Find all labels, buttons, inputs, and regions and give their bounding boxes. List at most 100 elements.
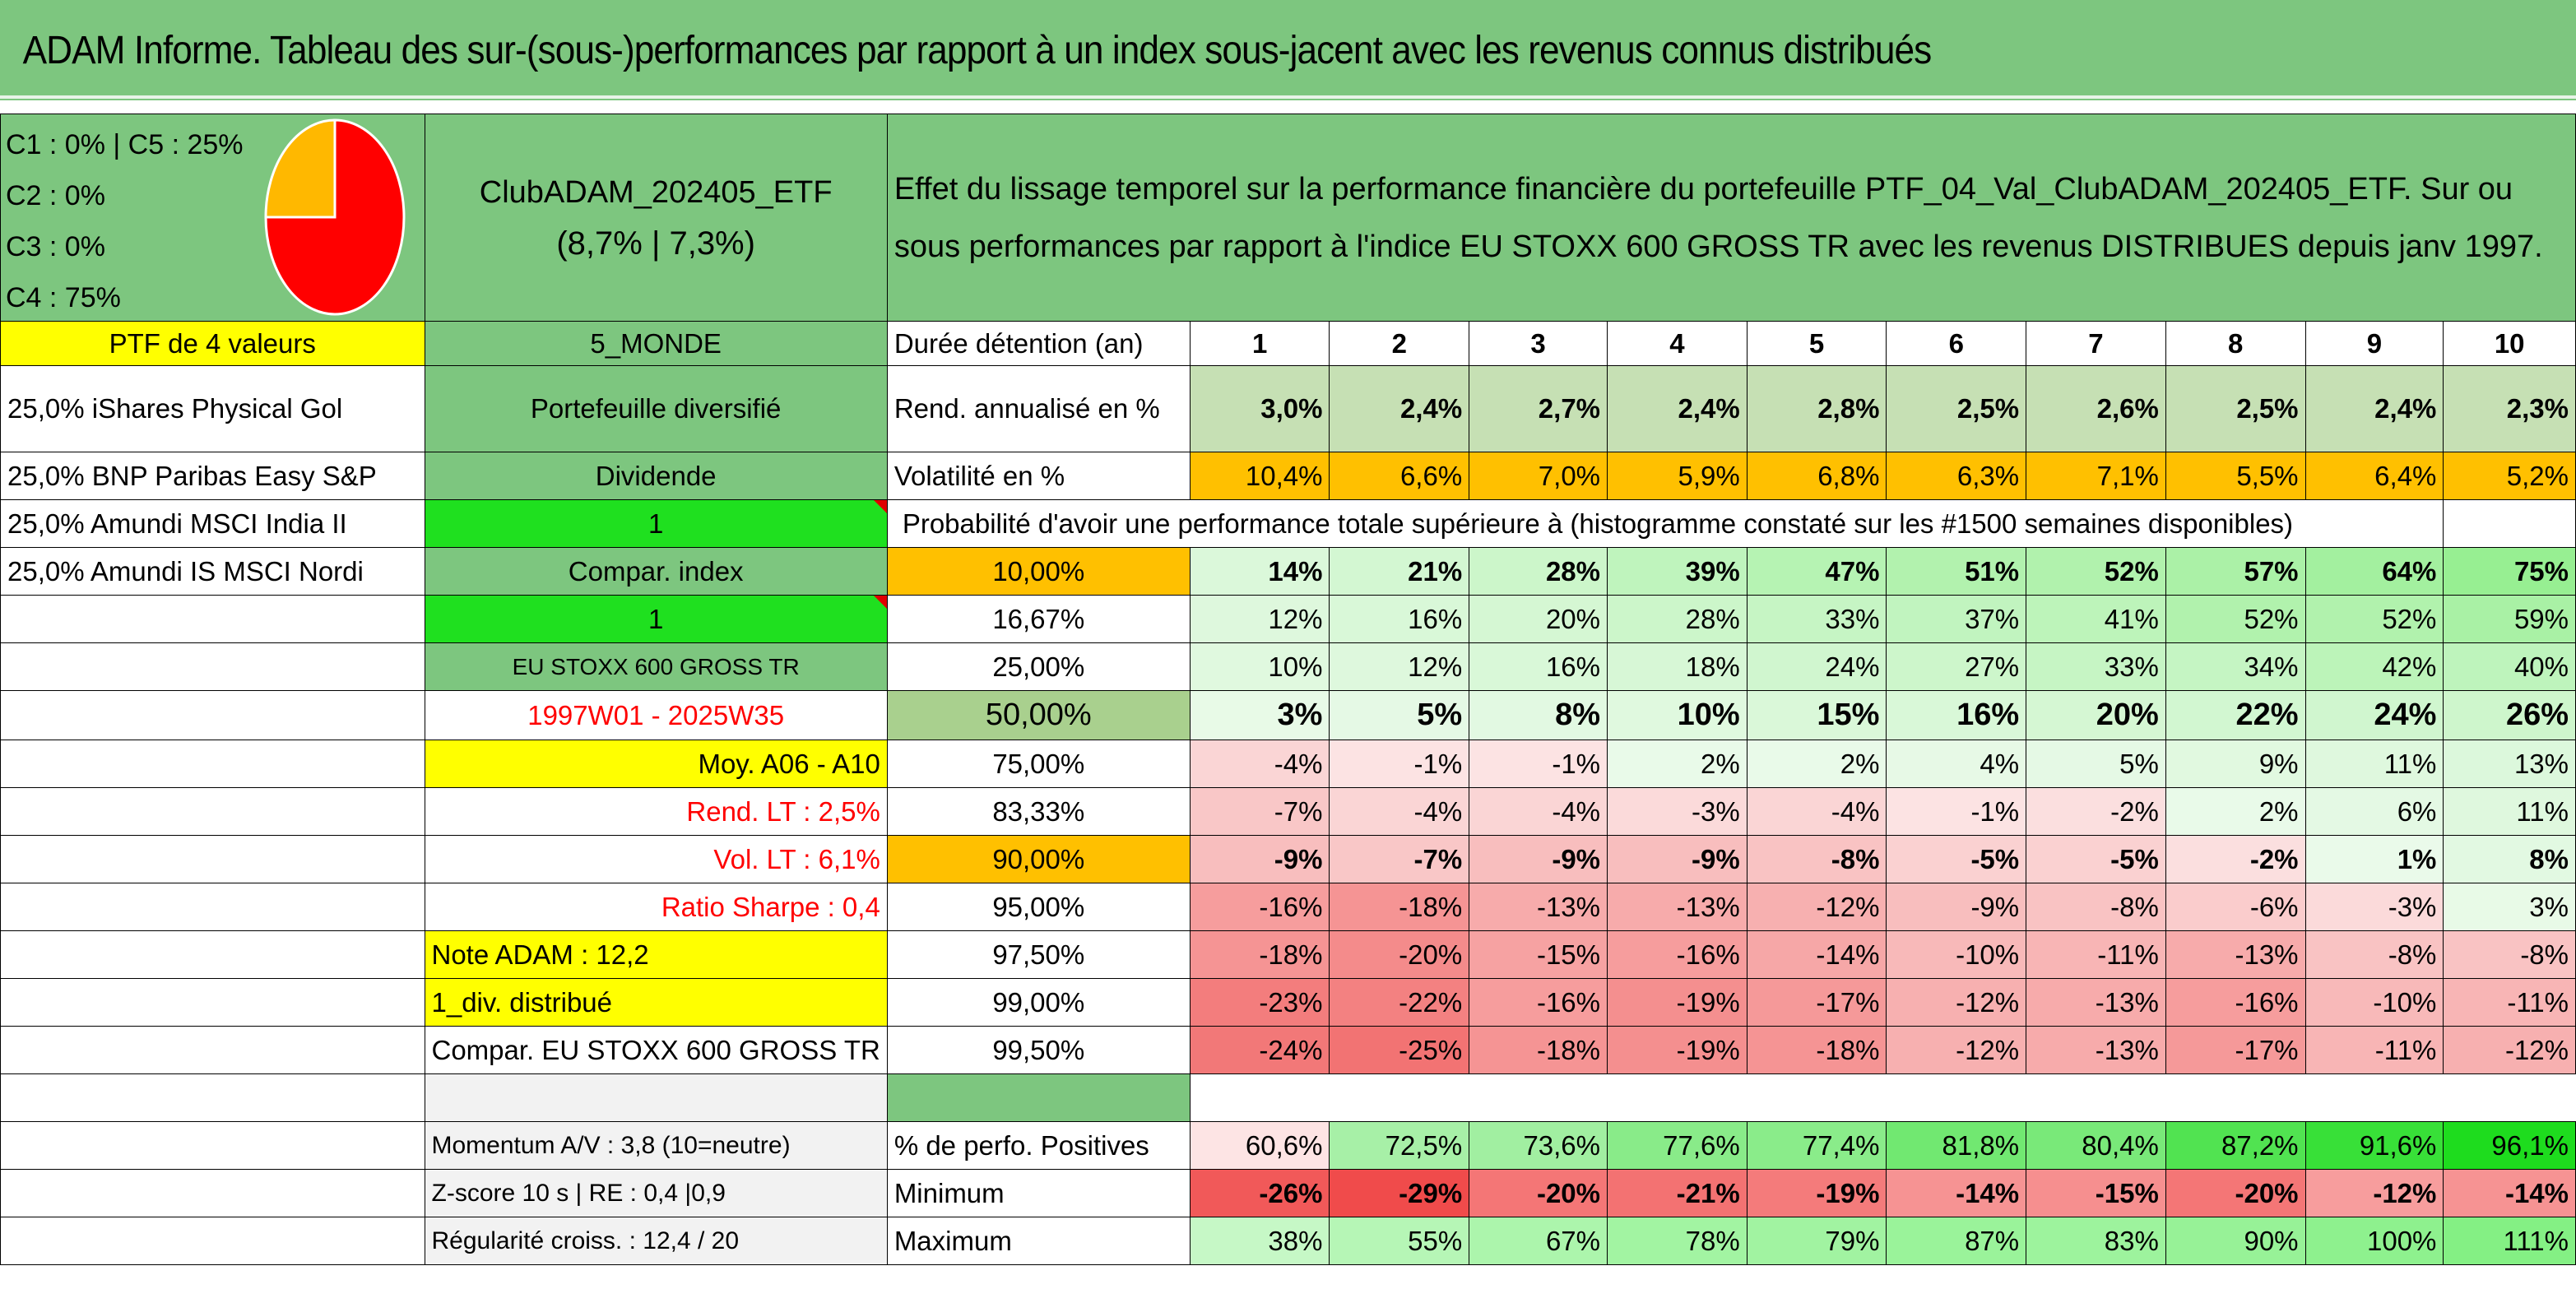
minimum-row-value: -29% (1329, 1169, 1470, 1217)
proba-value: 52% (2304, 595, 2444, 643)
left-empty (0, 883, 425, 931)
rend-lt: Rend. LT : 2,5% (424, 787, 888, 836)
proba-value: -22% (1329, 978, 1470, 1027)
left-empty (0, 978, 425, 1027)
proba-value: 4% (1886, 740, 2027, 788)
rend-2: 2,4% (1329, 365, 1470, 452)
proba-value: -9% (1189, 835, 1330, 883)
vol-3: 7,0% (1469, 452, 1608, 500)
left-empty (0, 642, 425, 691)
minimum-row-value: -14% (1886, 1169, 2027, 1217)
threshold-cell: 10,00% (886, 547, 1191, 596)
div-note: 1_div. distribué (424, 978, 888, 1027)
proba-value: -8% (2304, 930, 2444, 979)
maximum-row-value: 100% (2304, 1217, 2444, 1265)
proba-value: -3% (1607, 787, 1748, 836)
threshold-cell: 95,00% (886, 883, 1191, 931)
left-empty (0, 1121, 425, 1170)
vol-label: Volatilité en % (886, 452, 1191, 500)
maximum-row-value: 78% (1607, 1217, 1748, 1265)
proba-value: -17% (1746, 978, 1887, 1027)
proba-value: 21% (1329, 547, 1470, 596)
proba-value: 52% (2165, 595, 2306, 643)
rend-label: Rend. annualisé en % (886, 365, 1191, 452)
portfolio-description: Effet du lissage temporel sur la perform… (886, 114, 2576, 322)
option-one-a[interactable]: 1 (424, 499, 888, 548)
minimum-row-value: -12% (2304, 1169, 2444, 1217)
performance-table: C1 : 0% | C5 : 25% C2 : 0% C3 : 0% C4 : … (0, 114, 2576, 1265)
proba-value: -1% (1886, 787, 2027, 836)
proba-value: 75% (2443, 547, 2576, 596)
proba-value: -2% (2165, 835, 2306, 883)
proba-value: 10% (1607, 690, 1748, 740)
portfolio-type: Portefeuille diversifié (424, 365, 888, 452)
proba-value: -9% (1469, 835, 1608, 883)
minimum-row: Z-score 10 s | RE : 0,4 |0,9 Minimum -26% -… (0, 1169, 2576, 1217)
year-1: 1 (1189, 321, 1330, 366)
year-4: 4 (1607, 321, 1748, 366)
proba-value: -18% (1329, 883, 1470, 931)
threshold-cell: 50,00% (886, 690, 1191, 740)
rend-5: 2,8% (1746, 365, 1887, 452)
allocation-pie (264, 118, 406, 316)
vol-10: 5,2% (2443, 452, 2576, 500)
legend-line-2: C2 : 0% (6, 180, 105, 211)
proba-value: -4% (1469, 787, 1608, 836)
threshold-cell: 90,00% (886, 835, 1191, 883)
compar-full: Compar. EU STOXX 600 GROSS TR (424, 1026, 888, 1074)
minimum-row-value: -26% (1189, 1169, 1330, 1217)
proba-value: -7% (1329, 835, 1470, 883)
regularite-label: Régularité croiss. : 12,4 / 20 (424, 1217, 888, 1265)
proba-value: 24% (1746, 642, 1887, 691)
rend-9: 2,4% (2304, 365, 2444, 452)
proba-value: -13% (2026, 1026, 2166, 1074)
proba-value: -4% (1189, 740, 1330, 788)
year-3: 3 (1469, 321, 1608, 366)
title-bar: ADAM Informe. Tableau des sur-(sous-)per… (0, 0, 2576, 100)
left-empty (0, 1217, 425, 1265)
threshold-cell: 97,50% (886, 930, 1191, 979)
proba-value: 47% (1746, 547, 1887, 596)
threshold-cell: 99,00% (886, 978, 1191, 1027)
rend-6: 2,5% (1886, 365, 2027, 452)
proba-value: 9% (2165, 740, 2306, 788)
proba-value: -7% (1189, 787, 1330, 836)
pie-slice-c5 (264, 118, 337, 219)
year-10: 10 (2443, 321, 2576, 366)
proba-value: -19% (1607, 978, 1748, 1027)
proba-value: -4% (1329, 787, 1470, 836)
positives-row-value: 73,6% (1469, 1121, 1608, 1170)
option-one-b[interactable]: 1 (424, 595, 888, 643)
positives-row-value: 80,4% (2026, 1121, 2166, 1170)
threshold-cell: 25,00% (886, 642, 1191, 691)
proba-value: -11% (2026, 930, 2166, 979)
maximum-row-value: 67% (1469, 1217, 1608, 1265)
proba-value: 10% (1189, 642, 1330, 691)
rend-10: 2,3% (2443, 365, 2576, 452)
rend-4: 2,4% (1607, 365, 1748, 452)
proba-value: -20% (1329, 930, 1470, 979)
holdings-header: PTF de 4 valeurs (0, 321, 425, 366)
portfolio-perf: (8,7% | 7,3%) (556, 225, 755, 262)
minimum-row-value: -20% (1469, 1169, 1608, 1217)
maximum-row-value: 79% (1746, 1217, 1887, 1265)
proba-value: 8% (2443, 835, 2576, 883)
proba-value: 8% (1469, 690, 1608, 740)
rend-7: 2,6% (2026, 365, 2166, 452)
minimum-row-value: -20% (2165, 1169, 2306, 1217)
proba-row: EU STOXX 600 GROSS TR 25,00% 10% 12% 16% 18% 2… (0, 642, 2576, 691)
maximum-row-value: 83% (2026, 1217, 2166, 1265)
proba-value: -8% (2443, 930, 2576, 979)
proba-value: 34% (2165, 642, 2306, 691)
positives-row-value: 77,6% (1607, 1121, 1748, 1170)
class-legend: C1 : 0% | C5 : 25% C2 : 0% C3 : 0% C4 : … (6, 119, 244, 321)
proba-value: 59% (2443, 595, 2576, 643)
vol-2: 6,6% (1329, 452, 1470, 500)
positives-row-value: 87,2% (2165, 1121, 2306, 1170)
proba-value: -16% (1607, 930, 1748, 979)
momentum-label: Momentum A/V : 3,8 (10=neutre) (424, 1121, 888, 1170)
proba-value: -25% (1329, 1026, 1470, 1074)
year-9: 9 (2304, 321, 2444, 366)
left-empty (0, 1169, 425, 1217)
proba-value: -13% (1607, 883, 1748, 931)
